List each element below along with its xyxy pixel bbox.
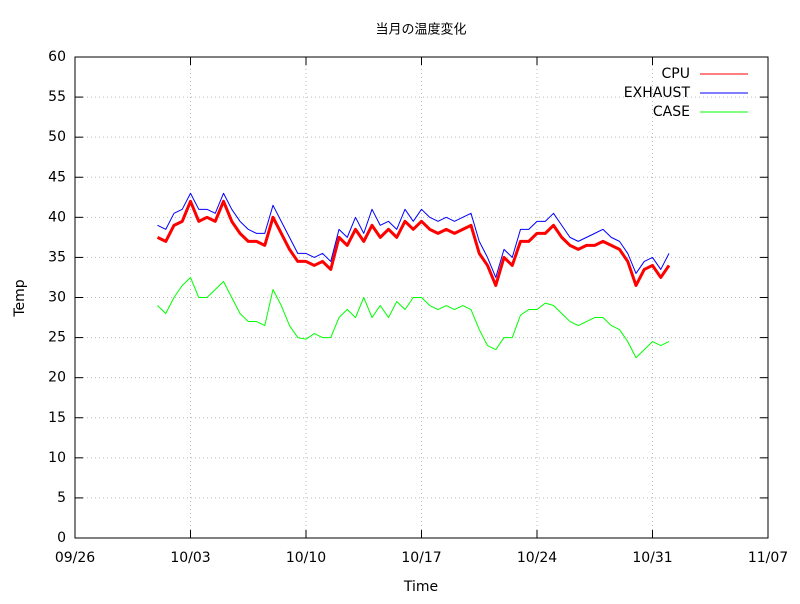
x-tick-label: 10/03 xyxy=(170,550,210,566)
y-tick-label: 30 xyxy=(48,290,66,306)
data-line xyxy=(157,276,670,359)
chart-title: 当月の温度変化 xyxy=(375,22,466,38)
data-line xyxy=(157,192,670,278)
y-tick-label: 25 xyxy=(48,330,66,346)
x-tick-label: 10/24 xyxy=(517,550,557,566)
y-tick-label: 50 xyxy=(48,129,66,145)
plot-frame xyxy=(74,56,769,539)
y-tick-label: 15 xyxy=(48,410,66,426)
x-tick-label: 10/10 xyxy=(286,550,326,566)
y-tick-label: 45 xyxy=(48,169,66,185)
y-tick-label: 40 xyxy=(48,209,66,225)
legend-label: EXHAUST xyxy=(624,85,691,101)
y-tick-label: 35 xyxy=(48,249,66,265)
x-tick-label: 10/31 xyxy=(632,550,672,566)
data-line xyxy=(156,199,671,287)
legend-label: CPU xyxy=(662,66,690,82)
x-tick-label: 09/26 xyxy=(55,550,95,566)
y-tick-label: 0 xyxy=(57,530,66,546)
legend-label: CASE xyxy=(653,104,690,120)
x-tick-label: 10/17 xyxy=(401,550,441,566)
y-tick-label: 60 xyxy=(48,49,66,65)
y-tick-label: 5 xyxy=(57,490,66,506)
y-tick-label: 55 xyxy=(48,89,66,105)
x-axis-label: Time xyxy=(403,579,438,595)
y-axis-label: Temp xyxy=(12,279,28,317)
y-tick-label: 20 xyxy=(48,370,66,386)
x-tick-label: 11/07 xyxy=(748,550,788,566)
y-tick-label: 10 xyxy=(48,450,66,466)
